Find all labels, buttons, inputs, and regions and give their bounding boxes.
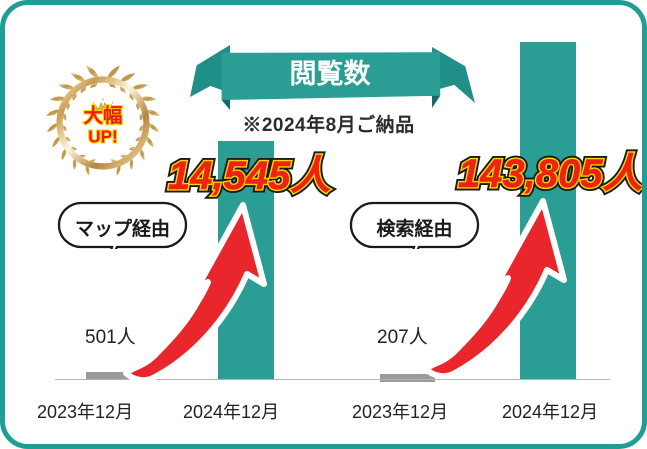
- svg-text:閲覧数: 閲覧数: [290, 59, 372, 89]
